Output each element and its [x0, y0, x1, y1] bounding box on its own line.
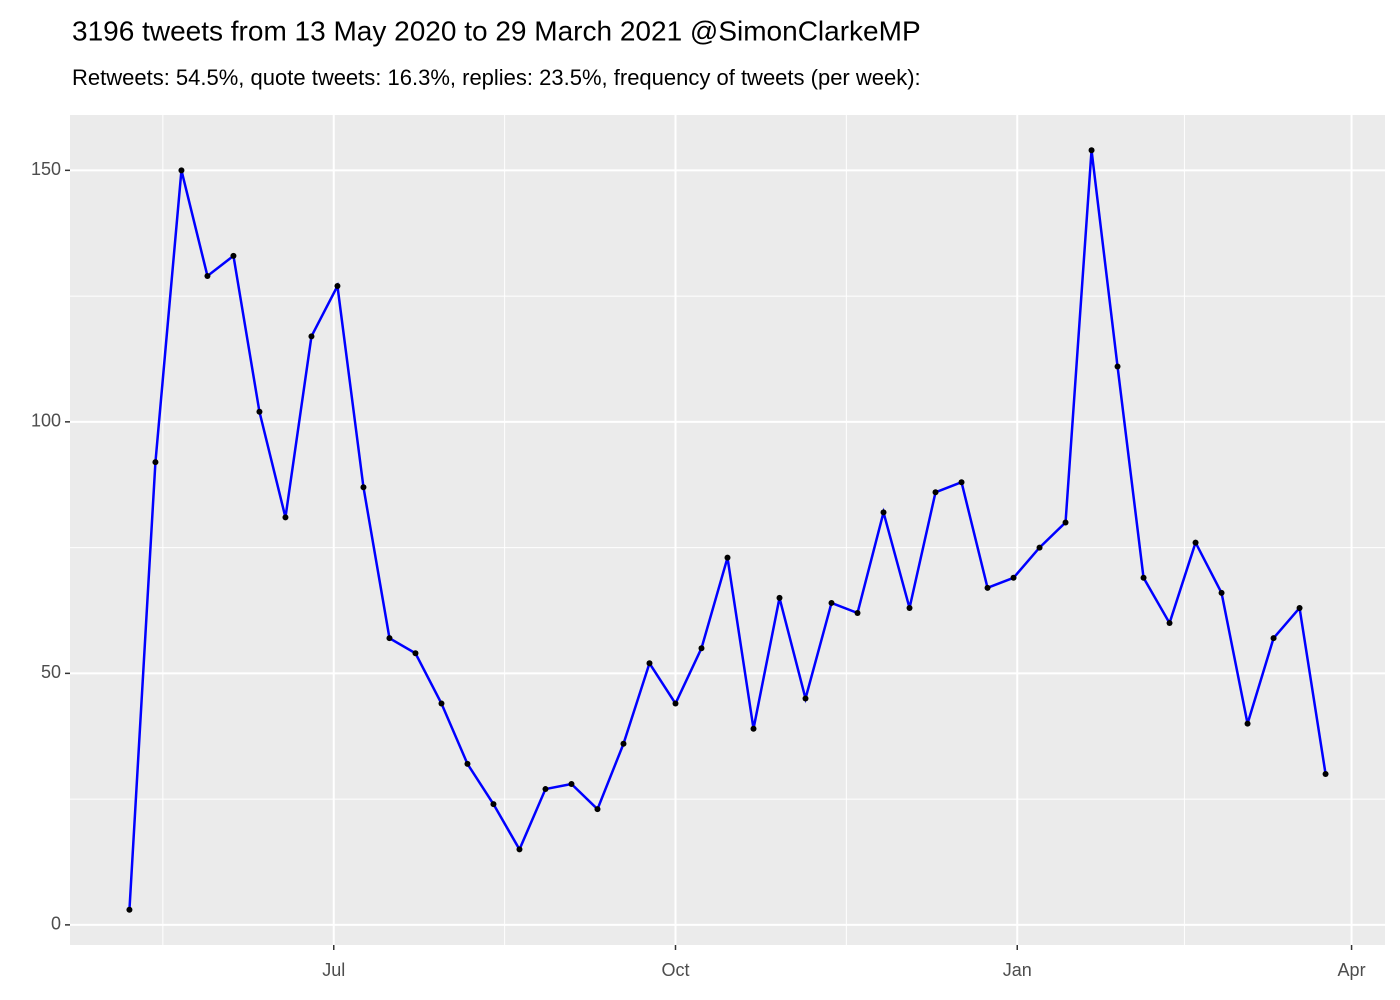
data-point: [828, 599, 835, 606]
data-point: [1140, 574, 1147, 581]
x-tick-label: Apr: [1338, 960, 1366, 980]
data-point: [178, 167, 185, 174]
data-point: [308, 333, 315, 340]
data-point: [880, 509, 887, 516]
data-point: [542, 786, 549, 793]
data-point: [1218, 589, 1225, 596]
chart-subtitle: Retweets: 54.5%, quote tweets: 16.3%, re…: [72, 65, 921, 90]
data-point: [386, 635, 393, 642]
data-point: [256, 408, 263, 415]
data-point: [490, 801, 497, 808]
data-point: [1036, 544, 1043, 551]
data-point: [698, 645, 705, 652]
data-point: [776, 594, 783, 601]
y-tick-label: 0: [51, 914, 61, 934]
x-tick-label: Jan: [1003, 960, 1032, 980]
data-point: [1010, 574, 1017, 581]
data-point: [802, 695, 809, 702]
chart-title: 3196 tweets from 13 May 2020 to 29 March…: [72, 15, 921, 46]
y-tick-label: 150: [31, 159, 61, 179]
data-point: [1114, 363, 1121, 370]
data-point: [1166, 620, 1173, 627]
data-point: [1270, 635, 1277, 642]
y-tick-label: 100: [31, 411, 61, 431]
data-point: [1192, 539, 1199, 546]
data-point: [932, 489, 939, 496]
plot-panel: [70, 115, 1385, 945]
data-point: [646, 660, 653, 667]
data-point: [126, 906, 133, 913]
data-point: [984, 584, 991, 591]
data-point: [438, 700, 445, 707]
data-point: [1296, 604, 1303, 611]
data-point: [594, 806, 601, 813]
data-point: [1322, 770, 1329, 777]
data-point: [230, 252, 237, 259]
data-point: [854, 610, 861, 616]
data-point: [204, 272, 211, 279]
x-tick-label: Oct: [661, 960, 689, 980]
data-point: [516, 846, 523, 853]
x-tick-label: Jul: [322, 960, 345, 980]
data-point: [1062, 519, 1069, 526]
data-point: [464, 760, 471, 767]
data-point: [958, 479, 965, 486]
data-point: [620, 740, 627, 747]
data-point: [152, 459, 159, 466]
data-point: [334, 283, 341, 290]
data-point: [672, 700, 679, 707]
data-point: [412, 650, 419, 657]
data-point: [360, 484, 367, 491]
data-point: [724, 554, 731, 561]
data-point: [282, 514, 289, 521]
data-point: [750, 725, 757, 732]
data-point: [1244, 720, 1251, 727]
data-point: [568, 781, 575, 788]
y-tick-label: 50: [41, 662, 61, 682]
data-point: [1088, 147, 1095, 154]
data-point: [906, 604, 913, 611]
